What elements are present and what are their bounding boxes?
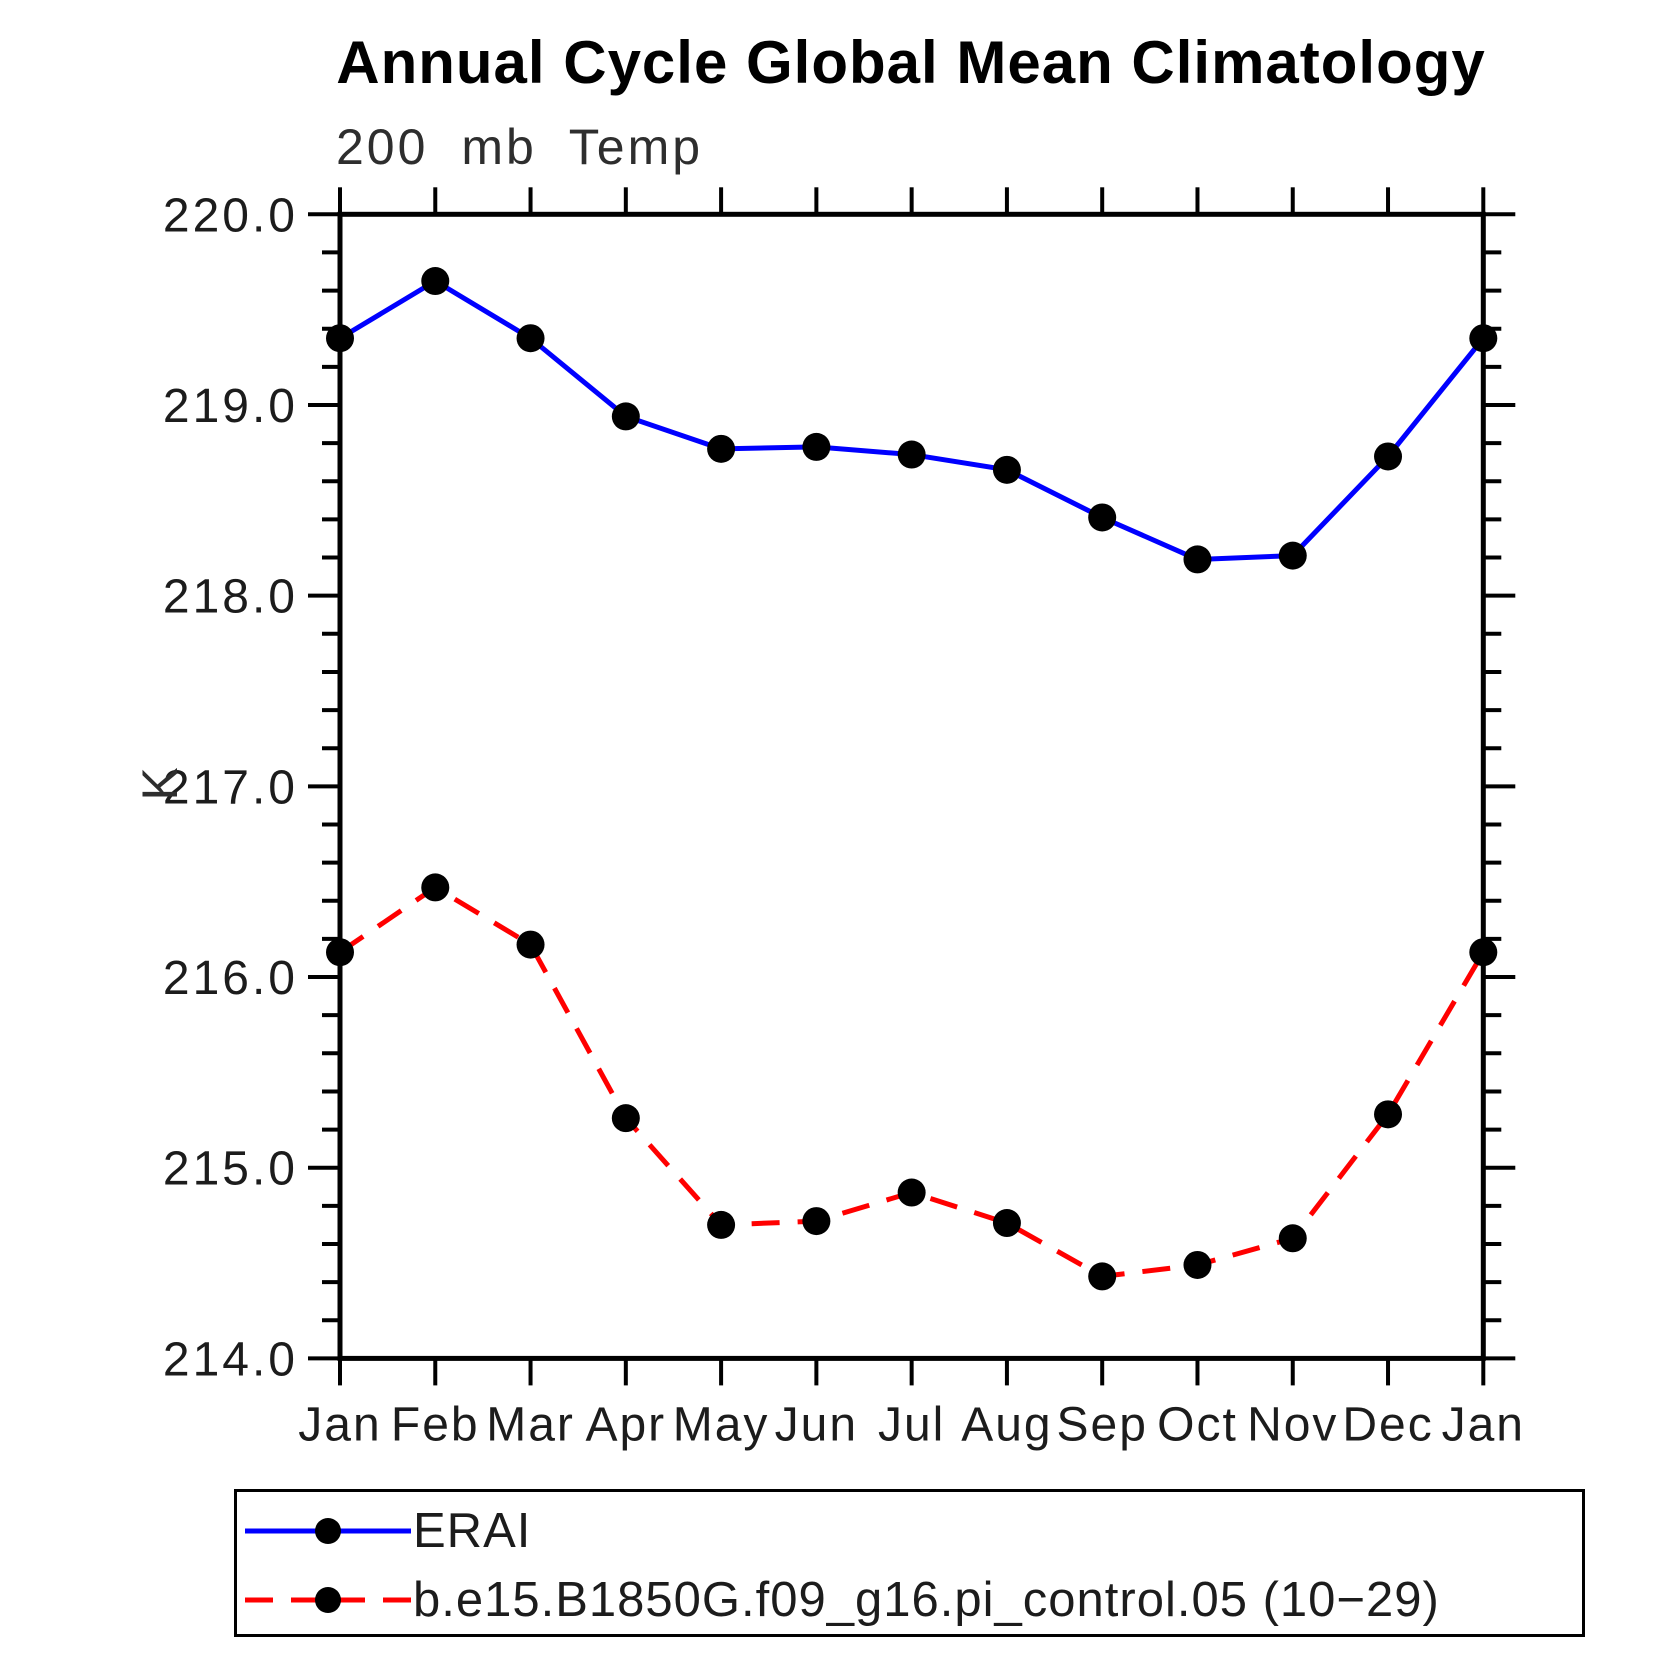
- plot-frame: [337, 211, 1486, 1361]
- chart-title: Annual Cycle Global Mean Climatology: [336, 29, 1486, 96]
- x-tick-label: May: [673, 1398, 770, 1451]
- x-tick-label: Nov: [1247, 1398, 1338, 1451]
- series-line-erai: [338, 278, 1486, 562]
- data-point-model-12: [1469, 938, 1498, 967]
- data-point-erai-1: [421, 267, 450, 296]
- data-point-model-2: [516, 930, 545, 959]
- x-tick-label: Dec: [1342, 1398, 1433, 1451]
- data-point-erai-7: [992, 455, 1021, 484]
- x-tick-label: Feb: [391, 1398, 480, 1451]
- data-point-model-5: [802, 1207, 831, 1236]
- data-point-erai-5: [802, 432, 831, 461]
- series-line-model: [338, 884, 1486, 1279]
- legend-item-model: b.e15.B1850G.f09_g16.pi_control.05 (10−2…: [241, 1569, 1440, 1631]
- data-point-model-9: [1183, 1250, 1212, 1279]
- data-point-erai-11: [1374, 442, 1403, 471]
- data-point-model-1: [421, 873, 450, 902]
- x-tick-label: Aug: [961, 1398, 1052, 1451]
- data-point-erai-10: [1278, 541, 1307, 570]
- data-point-erai-12: [1469, 324, 1498, 353]
- legend-marker-erai: [315, 1518, 341, 1544]
- data-point-model-0: [326, 938, 354, 967]
- legend-label-erai: ERAI: [413, 1504, 532, 1558]
- y-tick-label: 217.0: [163, 761, 298, 814]
- data-point-model-10: [1278, 1224, 1307, 1253]
- x-tick-label: Sep: [1056, 1398, 1147, 1451]
- data-point-erai-0: [326, 324, 354, 353]
- data-point-erai-2: [516, 324, 545, 353]
- y-tick-label: 214.0: [163, 1333, 298, 1386]
- x-tick-label: Jan: [1442, 1398, 1525, 1451]
- legend-item-erai: ERAI: [241, 1500, 531, 1562]
- legend-label-model: b.e15.B1850G.f09_g16.pi_control.05 (10−2…: [413, 1573, 1440, 1627]
- data-point-erai-3: [611, 402, 640, 431]
- legend-swatch-erai-line: [245, 1518, 411, 1544]
- data-point-model-6: [897, 1178, 926, 1207]
- data-point-erai-4: [707, 434, 736, 463]
- chart-subtitle: 200 mb Temp: [336, 119, 704, 175]
- x-tick-label: Oct: [1157, 1398, 1238, 1451]
- y-axis-title: K: [132, 767, 188, 801]
- data-point-model-7: [992, 1209, 1021, 1238]
- legend-marker-model: [315, 1587, 341, 1613]
- x-tick-label: Jul: [878, 1398, 945, 1451]
- data-point-model-11: [1374, 1100, 1403, 1129]
- data-point-model-8: [1088, 1262, 1117, 1291]
- x-tick-label: Jan: [298, 1398, 381, 1451]
- y-tick-label: 219.0: [163, 380, 298, 433]
- data-point-erai-6: [897, 440, 926, 469]
- x-tick-label: Apr: [585, 1398, 666, 1451]
- x-tick-label: Jun: [775, 1398, 858, 1451]
- y-tick-label: 216.0: [163, 952, 298, 1005]
- y-tick-label: 215.0: [163, 1143, 298, 1196]
- data-point-model-3: [611, 1104, 640, 1133]
- data-point-model-4: [707, 1210, 736, 1239]
- data-point-erai-9: [1183, 545, 1212, 574]
- legend-swatch-model-line: [245, 1587, 411, 1613]
- data-point-erai-8: [1088, 503, 1117, 532]
- y-tick-label: 220.0: [163, 189, 298, 242]
- legend-box: ERAI b.e15.B1850G.f09_g16.pi_control.05 …: [234, 1489, 1585, 1637]
- x-tick-label: Mar: [486, 1398, 575, 1451]
- y-tick-label: 218.0: [163, 571, 298, 624]
